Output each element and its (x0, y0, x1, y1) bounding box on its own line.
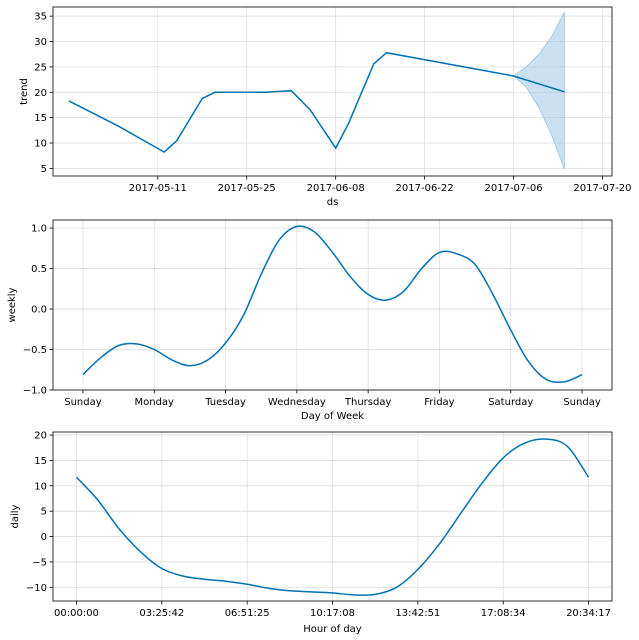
x-tick-label: 10:17:08 (310, 608, 355, 619)
x-tick-label: Sunday (563, 397, 600, 408)
x-tick-label: 2017-05-25 (218, 183, 276, 194)
y-tick-label: 35 (34, 12, 47, 23)
y-tick-label: 25 (34, 62, 47, 73)
y-axis-label: daily (10, 504, 21, 528)
gridlines (53, 432, 612, 601)
y-tick-label: 30 (34, 37, 47, 48)
x-tick-label: 2017-07-20 (573, 183, 631, 194)
x-tick-label: 13:42:51 (395, 608, 440, 619)
trend-line (68, 51, 565, 154)
y-axis-label: weekly (7, 287, 18, 322)
y-tick-label: 0.0 (31, 305, 47, 316)
y-tick-label: 0.5 (31, 264, 47, 275)
x-tick-label: 2017-06-08 (307, 183, 365, 194)
series-line (75, 438, 590, 596)
x-tick-label: Tuesday (204, 397, 246, 408)
x-tick-label: Thursday (344, 397, 392, 408)
y-tick-label: 10 (34, 139, 47, 150)
x-tick-label: Monday (135, 397, 175, 408)
y-tick-label: 20 (34, 88, 47, 99)
uncertainty-band (512, 11, 565, 170)
y-tick-label: −1.0 (23, 386, 47, 397)
series-line (82, 225, 583, 384)
y-tick-label: 5 (41, 507, 47, 518)
axes-frame (52, 6, 613, 177)
y-tick-label: −10 (26, 583, 47, 594)
x-axis-label: Hour of day (303, 624, 362, 635)
x-tick-label: Friday (424, 397, 454, 408)
y-axis-label: trend (19, 78, 30, 105)
x-tick-label: 2017-05-11 (129, 183, 187, 194)
y-tick-label: 15 (34, 113, 47, 124)
x-tick-label: 06:51:25 (225, 608, 270, 619)
x-axis-label: Day of Week (301, 411, 364, 422)
x-tick-label: Sunday (64, 397, 101, 408)
axes-frame (52, 219, 613, 391)
y-tick-label: 20 (34, 431, 47, 442)
gridlines (53, 7, 612, 176)
y-tick-label: −5 (32, 557, 47, 568)
daily-panel: 00:00:00 03:25:42 06:51:25 10:17:08 13:42:51… (10, 431, 613, 635)
gridlines (53, 220, 612, 391)
trend-panel: 2017-05-11 2017-05-25 2017-06-08 2017-06-22… (19, 6, 632, 208)
y-tick-label: 5 (41, 164, 47, 175)
y-tick-label: −0.5 (23, 345, 47, 356)
x-tick-label: 17:08:34 (481, 608, 526, 619)
x-tick-label: Wednesday (268, 397, 326, 408)
y-tick-label: 0 (41, 532, 47, 543)
y-tick-label: 1.0 (31, 224, 47, 235)
x-tick-label: 03:25:42 (139, 608, 184, 619)
x-tick-label: 20:34:17 (566, 608, 611, 619)
x-axis-label: ds (327, 197, 339, 208)
y-tick-label: 10 (34, 481, 47, 492)
weekly-panel: Sunday Monday Tuesday Wednesday Thursday Frid… (7, 219, 613, 422)
y-tick-label: 15 (34, 456, 47, 467)
x-tick-label: 2017-06-22 (396, 183, 454, 194)
x-tick-label: 2017-07-06 (484, 183, 542, 194)
x-tick-label: Saturday (488, 397, 533, 408)
x-tick-label: 00:00:00 (54, 608, 99, 619)
